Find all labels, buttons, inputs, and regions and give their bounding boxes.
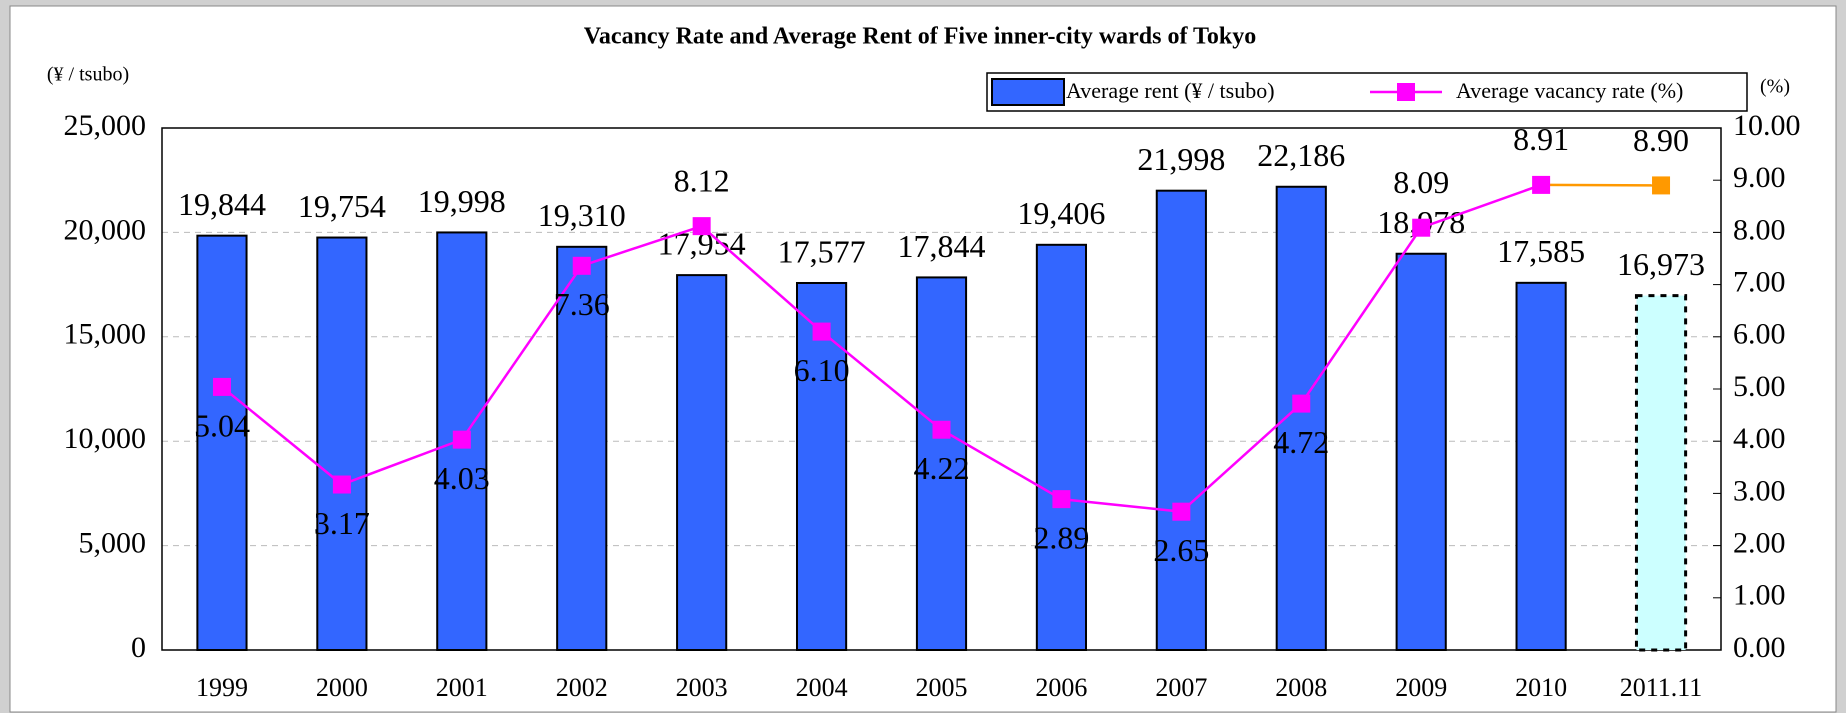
legend-swatch-bar [991, 78, 1065, 106]
bar [196, 234, 248, 651]
bar-value-label: 19,310 [538, 197, 626, 233]
vacancy-marker [212, 377, 231, 396]
x-tick-label: 2010 [1515, 673, 1567, 702]
y-tick-label: 5,000 [79, 526, 147, 559]
y2-unit-label: (%) [1760, 76, 1790, 98]
y2-tick-label: 1.00 [1733, 579, 1786, 612]
vacancy-marker [1052, 490, 1071, 509]
y2-tick-label: 0.00 [1733, 631, 1786, 664]
legend-label: Average vacancy rate (%) [1456, 78, 1683, 103]
y-unit-label: (¥ / tsubo) [47, 64, 129, 86]
y2-tick-label: 7.00 [1733, 265, 1786, 298]
line-value-label: 4.03 [434, 460, 490, 496]
x-tick-label: 1999 [196, 673, 248, 702]
vacancy-marker [692, 217, 711, 236]
bar-value-label: 19,844 [178, 186, 266, 222]
line-value-label: 8.12 [674, 162, 730, 198]
chart-title: Vacancy Rate and Average Rent of Five in… [584, 24, 1256, 50]
bar [676, 274, 728, 651]
line-value-label: 4.72 [1273, 424, 1329, 460]
line-value-label: 2.65 [1153, 532, 1209, 568]
vacancy-marker [812, 322, 831, 341]
x-tick-label: 2007 [1155, 673, 1207, 702]
line-value-label: 8.91 [1513, 121, 1569, 157]
x-tick-label: 2002 [556, 673, 608, 702]
bar-value-label: 17,577 [778, 233, 866, 269]
bar [316, 236, 368, 652]
bar-value-label: 17,844 [898, 228, 986, 264]
vacancy-marker [1532, 175, 1551, 194]
legend-label: Average rent (¥ / tsubo) [1066, 78, 1275, 103]
line-value-label: 5.04 [194, 407, 250, 443]
bar-value-label: 17,585 [1497, 233, 1585, 269]
bar [915, 276, 968, 651]
bar [1634, 294, 1688, 652]
bar-value-label: 21,998 [1137, 141, 1225, 177]
vacancy-marker [1172, 502, 1191, 521]
bar-value-label: 22,186 [1257, 137, 1345, 173]
line-value-label: 8.90 [1633, 122, 1689, 158]
line-value-label: 3.17 [314, 505, 370, 541]
x-tick-label: 2006 [1035, 673, 1087, 702]
line-value-label: 6.10 [794, 352, 850, 388]
y-tick-label: 25,000 [64, 109, 147, 142]
y2-tick-label: 10.00 [1733, 109, 1801, 142]
x-tick-label: 2003 [676, 673, 728, 702]
vacancy-marker [332, 475, 351, 494]
y2-tick-label: 2.00 [1733, 526, 1786, 559]
x-tick-label: 2009 [1395, 673, 1447, 702]
x-tick-label: 2000 [316, 673, 368, 702]
line-value-label: 2.89 [1033, 519, 1089, 555]
vacancy-marker [1412, 218, 1431, 237]
bar-value-label: 16,973 [1617, 246, 1705, 282]
bar-value-label: 19,754 [298, 188, 386, 224]
legend-box [986, 72, 1748, 112]
y2-tick-label: 5.00 [1733, 370, 1786, 403]
bar [1155, 189, 1207, 651]
bar-value-label: 19,998 [418, 183, 506, 219]
y2-tick-label: 6.00 [1733, 318, 1786, 351]
y2-tick-label: 3.00 [1733, 474, 1786, 507]
x-tick-label: 2004 [796, 673, 848, 702]
vacancy-marker [1292, 394, 1311, 413]
line-value-label: 7.36 [554, 286, 610, 322]
vacancy-marker [572, 256, 591, 275]
line-value-label: 4.22 [914, 450, 970, 486]
bar [1515, 281, 1567, 651]
line-value-label: 8.09 [1393, 164, 1449, 200]
y2-tick-label: 9.00 [1733, 161, 1786, 194]
y-tick-label: 20,000 [64, 213, 147, 246]
bar [1395, 252, 1447, 652]
vacancy-line-projected [1541, 183, 1662, 187]
bar [556, 245, 608, 652]
vacancy-marker [932, 420, 951, 439]
vacancy-line [221, 183, 1542, 513]
vacancy-marker [1652, 176, 1671, 195]
x-tick-label: 2001 [436, 673, 488, 702]
y-tick-label: 15,000 [64, 318, 147, 351]
bar [1035, 243, 1088, 651]
y2-tick-label: 8.00 [1733, 213, 1786, 246]
y-tick-label: 10,000 [64, 422, 147, 455]
x-tick-label: 2005 [916, 673, 968, 702]
x-tick-label: 2008 [1275, 673, 1327, 702]
y2-tick-label: 4.00 [1733, 422, 1786, 455]
bar-value-label: 19,406 [1017, 195, 1105, 231]
x-tick-label: 2011.11 [1620, 673, 1703, 702]
y-tick-label: 0 [131, 631, 146, 664]
vacancy-marker [452, 430, 471, 449]
legend-swatch-marker [1397, 83, 1415, 101]
